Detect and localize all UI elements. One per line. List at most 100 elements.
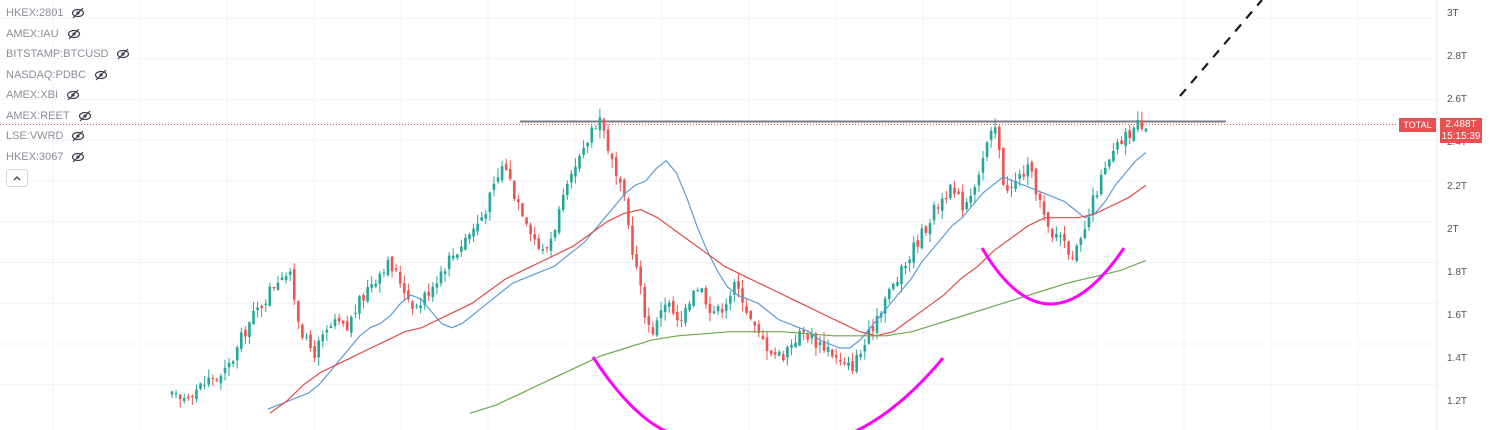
candle-body	[981, 158, 985, 173]
price-tick: 1.2T	[1447, 396, 1468, 407]
candle-body	[207, 377, 210, 385]
candle-body	[769, 350, 773, 355]
candle-body	[643, 286, 647, 318]
candle-body	[733, 282, 736, 295]
candle-body	[737, 281, 740, 289]
candle-body	[949, 184, 952, 199]
legend-item[interactable]: AMEX:IAU	[6, 24, 130, 45]
eye-crossed-icon[interactable]	[71, 150, 85, 164]
candle-body	[366, 287, 369, 302]
legend-item[interactable]: HKEX:2801	[6, 3, 130, 24]
candle-body	[1103, 168, 1107, 175]
candle-body	[203, 385, 206, 387]
candle-body	[231, 361, 235, 364]
candle-body	[757, 324, 761, 334]
candle-body	[472, 228, 475, 237]
candle-body	[680, 319, 683, 321]
candle-body	[358, 296, 361, 314]
candle-body	[936, 207, 940, 209]
price-tick: 1.6T	[1447, 310, 1468, 321]
candle-body	[557, 209, 561, 233]
candle-body	[492, 183, 496, 190]
chevron-up-icon	[13, 176, 21, 181]
candle-body	[765, 337, 769, 352]
price-tick: 1.8T	[1447, 267, 1468, 278]
eye-crossed-icon[interactable]	[71, 6, 85, 20]
candle-body	[822, 340, 826, 351]
candle-body	[1026, 164, 1030, 177]
candle-body	[830, 349, 834, 357]
candle-body	[977, 174, 981, 186]
candle-body	[574, 166, 577, 177]
candle-body	[610, 153, 614, 160]
candle-body	[614, 157, 618, 177]
eye-crossed-icon[interactable]	[94, 68, 108, 82]
candle-body	[435, 283, 439, 288]
candle-body	[370, 284, 373, 288]
candle-body	[855, 354, 858, 372]
legend-item[interactable]: BITSTAMP:BTCUSD	[6, 44, 130, 65]
candle-body	[777, 351, 781, 356]
candle-body	[545, 247, 549, 249]
legend-item[interactable]: LSE:VWRD	[6, 126, 130, 147]
ma-slow-line[interactable]	[469, 259, 1147, 414]
candle-body	[961, 191, 964, 211]
candle-body	[639, 266, 642, 286]
candle-body	[415, 305, 418, 307]
ma-mid-line[interactable]	[269, 184, 1147, 414]
candle-body	[447, 255, 451, 270]
eye-crossed-icon[interactable]	[78, 109, 92, 123]
candle-body	[227, 362, 231, 368]
candle-body	[178, 394, 182, 400]
candle-body	[602, 119, 606, 131]
candle-body	[1108, 159, 1111, 167]
candle-body	[696, 289, 700, 292]
candle-body	[826, 347, 830, 352]
candle-body	[761, 335, 765, 340]
candle-body	[1079, 238, 1083, 245]
candle-body	[883, 298, 887, 314]
candle-body	[814, 333, 818, 348]
legend-collapse-button[interactable]	[6, 169, 28, 187]
candle-body	[1128, 130, 1131, 139]
eye-crossed-icon[interactable]	[71, 129, 85, 143]
candle-body	[288, 271, 292, 275]
candle-body	[517, 199, 520, 203]
legend-item[interactable]: HKEX:3067	[6, 147, 130, 168]
price-tick: 2.8T	[1447, 51, 1468, 62]
candle-body	[651, 327, 655, 335]
candle-body	[211, 378, 215, 380]
eye-crossed-icon[interactable]	[66, 88, 80, 102]
eye-crossed-icon[interactable]	[67, 27, 81, 41]
candle-body	[407, 290, 410, 300]
right-head-arc[interactable]	[854, 357, 945, 430]
candle-body	[1002, 147, 1005, 185]
candle-body	[280, 277, 284, 281]
candle-body	[834, 355, 838, 358]
candle-body	[521, 203, 524, 217]
legend-item[interactable]: AMEX:REET	[6, 106, 130, 127]
candle-body	[993, 127, 997, 134]
candle-body	[182, 398, 186, 401]
candle-body	[284, 276, 288, 281]
candle-body	[1063, 234, 1066, 241]
legend-symbol-label: HKEX:3067	[6, 150, 64, 163]
cup-handle-arc[interactable]	[980, 247, 1126, 306]
candle-body	[623, 179, 626, 197]
candle-body	[423, 292, 426, 305]
left-shoulder-arc[interactable]	[591, 356, 720, 430]
eye-crossed-icon[interactable]	[116, 47, 130, 61]
legend-item[interactable]: NASDAQ:PDBC	[6, 65, 130, 86]
candle-body	[292, 269, 296, 300]
ma-fast-line[interactable]	[267, 152, 1147, 410]
candle-body	[924, 226, 928, 233]
projection-dashed-line[interactable]	[1179, 0, 1263, 97]
candle-body	[549, 238, 553, 251]
legend-symbol-label: BITSTAMP:BTCUSD	[6, 48, 109, 61]
candle-body	[1124, 131, 1127, 146]
candle-body	[1067, 241, 1070, 255]
legend-item[interactable]: AMEX:XBI	[6, 85, 130, 106]
candle-body	[684, 307, 687, 323]
candle-body	[655, 320, 659, 336]
